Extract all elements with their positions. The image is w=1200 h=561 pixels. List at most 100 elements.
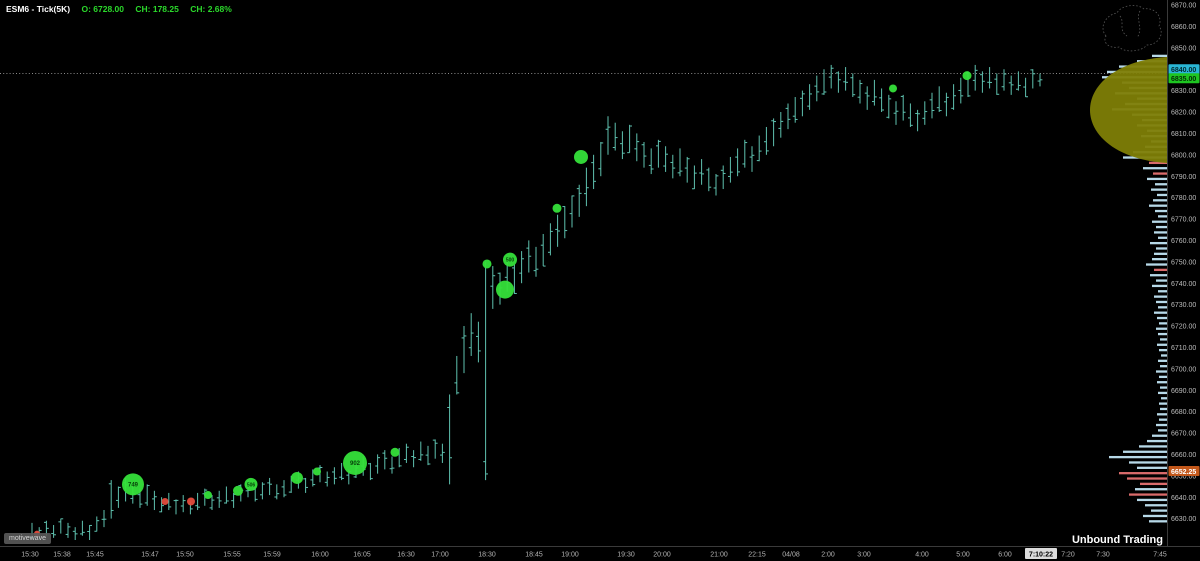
volume-profile-bar (1159, 375, 1167, 379)
price-bar (706, 167, 712, 192)
volume-profile-bar (1160, 338, 1167, 341)
price-bar (864, 86, 870, 110)
time-axis-label: 7:45 (1153, 552, 1167, 559)
price-bar (886, 94, 892, 119)
svg-text:3:00: 3:00 (857, 552, 871, 559)
price-bar (843, 67, 848, 91)
price-bar (209, 495, 215, 511)
volume-profile-bar (1158, 236, 1167, 239)
price-bar (87, 524, 92, 540)
svg-text:2:00: 2:00 (821, 552, 835, 559)
time-axis-label: 16:00 (311, 552, 329, 559)
volume-bubble (204, 491, 212, 500)
svg-text:20:00: 20:00 (653, 552, 671, 559)
volume-profile-bar (1143, 167, 1167, 170)
volume-profile-bar (1147, 439, 1167, 443)
svg-text:15:30: 15:30 (21, 552, 39, 559)
price-bar (216, 490, 222, 508)
price-bar (490, 266, 496, 309)
price-axis-label: 6800.00 (1171, 152, 1196, 159)
price-bar (900, 94, 906, 121)
price-axis-label: 6740.00 (1171, 281, 1196, 288)
price-bar (368, 462, 373, 481)
price-bar (951, 84, 956, 110)
price-bar (792, 97, 798, 123)
price-bar (728, 156, 733, 183)
price-axis-label: 6670.00 (1171, 431, 1196, 438)
price-bar (908, 103, 913, 127)
price-axis[interactable]: 6870.00 6860.00 6850.00 6840.00 6830.00 6820.… (1168, 3, 1200, 524)
price-bar (987, 67, 992, 89)
price-axis-label: 6680.00 (1171, 409, 1196, 416)
price-bar (857, 79, 863, 104)
change-percent-value: CH: 2.68% (190, 4, 232, 14)
price-bar (814, 75, 820, 102)
price-axis-label: 6850.00 (1171, 45, 1196, 52)
svg-text:4:00: 4:00 (915, 552, 929, 559)
price-bar (936, 86, 942, 112)
time-axis-label: 19:30 (617, 552, 635, 559)
price-bar (634, 133, 640, 162)
brand-label: Unbound Trading (1071, 534, 1163, 546)
time-axis[interactable]: 15:30 15:38 15:45 15:47 15:50 15:55 15:59 16:00… (21, 548, 1167, 559)
price-bar (756, 135, 762, 162)
time-axis-label: 3:00 (857, 552, 871, 559)
volume-profile-bar (1158, 332, 1167, 336)
price-bar (303, 477, 308, 493)
chart-header: ESM6 - Tick(5K) O: 6728.00 CH: 178.25 CH… (6, 4, 232, 14)
volume-profile-bar (1137, 498, 1167, 502)
volume-profile-bar (1147, 177, 1167, 181)
volume-profile-bar (1158, 290, 1167, 293)
svg-text:6835.00: 6835.00 (1171, 76, 1196, 83)
price-bar (159, 497, 164, 513)
volume-profile-bar (1151, 188, 1167, 191)
volume-profile-bar (1152, 434, 1167, 437)
volume-profile-bar (1143, 514, 1167, 518)
price-bar (692, 165, 697, 190)
session-volume-curve (1090, 57, 1167, 163)
svg-text:15:55: 15:55 (223, 552, 241, 559)
bubble-value-label: 749 (128, 482, 139, 488)
svg-text:15:50: 15:50 (176, 552, 194, 559)
price-bar (915, 109, 920, 132)
volume-profile-bar (1154, 268, 1167, 272)
price-bar (310, 469, 316, 487)
price-bar (922, 101, 928, 125)
bubble-value-label: 500 (506, 258, 515, 264)
svg-text:15:59: 15:59 (263, 552, 281, 559)
price-bar (382, 450, 388, 470)
price-bar (533, 246, 539, 277)
price-bar (483, 261, 488, 481)
volume-profile-bar (1156, 423, 1167, 427)
price-bar (231, 492, 236, 508)
price-bar (526, 240, 532, 273)
price-bar (476, 321, 481, 363)
volume-profile-bar (1158, 359, 1167, 362)
price-bar (584, 167, 589, 207)
price-axis-label: 6760.00 (1171, 238, 1196, 245)
volume-profile-bar (1152, 220, 1167, 223)
price-axis-label: 6830.00 (1171, 88, 1196, 95)
price-bar (281, 480, 287, 498)
price-bar (944, 92, 949, 117)
price-bar (612, 122, 618, 151)
svg-text:18:30: 18:30 (478, 552, 496, 559)
volume-profile-bar (1152, 284, 1167, 288)
volume-profile-bar (1129, 461, 1167, 464)
volume-profile-bar (1156, 247, 1167, 250)
price-bar (180, 495, 186, 513)
price-bar (324, 471, 330, 487)
price-bar (656, 139, 661, 168)
price-bar (404, 443, 409, 463)
volume-profile-bar (1149, 161, 1167, 165)
price-bar (51, 525, 56, 538)
svg-text:7:45: 7:45 (1153, 552, 1167, 559)
open-value: O: 6728.00 (81, 4, 124, 14)
change-value: CH: 178.25 (135, 4, 179, 14)
volume-bubble: 500 (503, 252, 517, 267)
price-bar (821, 69, 827, 95)
volume-profile-bar (1145, 504, 1167, 507)
price-bar (879, 88, 884, 112)
